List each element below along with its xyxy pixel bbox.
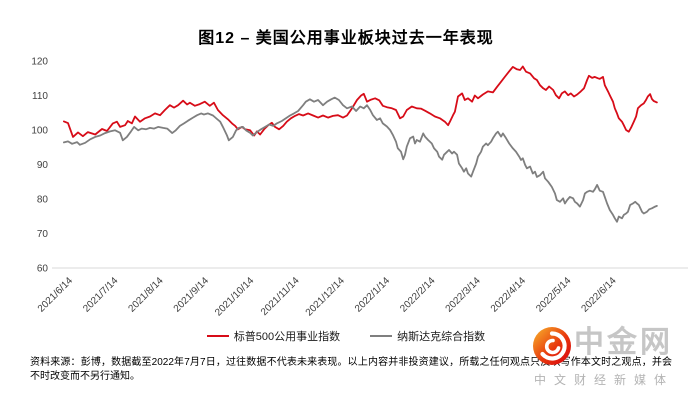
y-axis-tick-label: 70 xyxy=(37,229,49,240)
x-axis-tick-label: 2021/6/14 xyxy=(36,275,76,315)
watermark-tagline: 中文财经新媒体 xyxy=(534,373,675,387)
y-axis-tick-label: 90 xyxy=(37,160,49,171)
x-axis-tick-label: 2022/3/14 xyxy=(444,275,484,315)
x-axis-tick-label: 2021/10/14 xyxy=(213,275,256,318)
x-axis-tick-label: 2022/2/14 xyxy=(398,275,438,315)
chart-title: 图12 – 美国公用事业板块过去一年表现 xyxy=(198,30,494,47)
cngold-logo-icon xyxy=(533,327,571,365)
x-axis-tick-label: 2022/5/14 xyxy=(534,275,574,315)
x-axis-tick-label: 2022/1/14 xyxy=(353,275,393,315)
sp500-utilities-index-line xyxy=(63,65,658,138)
x-axis-tick-label: 2021/11/14 xyxy=(259,275,302,318)
watermark-brand: 中金网 xyxy=(574,326,673,359)
legend-item-sp500-utilities: 标普500公用事业指数 xyxy=(206,328,341,344)
y-axis-tick-label: 120 xyxy=(31,57,48,68)
y-axis-tick-label: 100 xyxy=(31,126,48,137)
x-axis-tick-label: 2022/6/14 xyxy=(579,275,619,315)
legend-swatch-red xyxy=(206,334,229,338)
source-note: 资料来源：彭博，数据截至2022年7月7日，过往数据不代表未来表现。以上内容并非… xyxy=(30,357,672,382)
chart-legend: 标普500公用事业指数 纳斯达克综合指数 xyxy=(0,328,692,344)
y-axis-tick-label: 60 xyxy=(37,264,49,275)
legend-item-nasdaq: 纳斯达克综合指数 xyxy=(370,328,485,344)
x-axis-tick-label: 2021/8/14 xyxy=(126,275,166,315)
legend-swatch-gray xyxy=(370,334,393,338)
x-axis-tick-label: 2021/12/14 xyxy=(304,275,347,318)
legend-label-sp500-utilities: 标普500公用事业指数 xyxy=(233,331,341,343)
x-axis-tick-label: 2022/4/14 xyxy=(489,275,529,315)
legend-label-nasdaq: 纳斯达克综合指数 xyxy=(397,331,486,343)
y-axis-tick-label: 80 xyxy=(37,195,49,206)
x-axis-tick-label: 2021/7/14 xyxy=(81,275,121,315)
x-axis-tick-label: 2021/9/14 xyxy=(172,275,212,315)
y-axis-tick-label: 110 xyxy=(32,91,48,102)
nasdaq-composite-index-line xyxy=(63,96,658,223)
